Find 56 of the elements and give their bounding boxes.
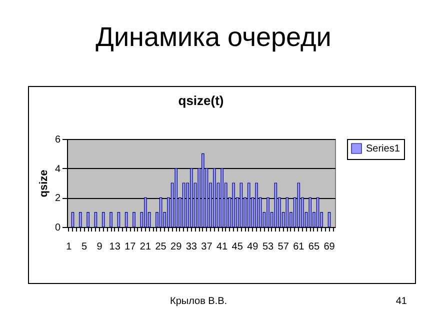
x-tick-label: 17 xyxy=(124,242,136,252)
legend-label: Series1 xyxy=(366,144,400,154)
x-tick-label: 21 xyxy=(140,242,152,252)
bar xyxy=(190,168,193,228)
bar xyxy=(182,182,186,228)
x-tick-label: 57 xyxy=(278,242,290,252)
x-tick-label: 61 xyxy=(293,242,305,252)
bar xyxy=(174,168,178,228)
x-tick-label: 13 xyxy=(109,242,121,252)
x-tick-label: 29 xyxy=(170,242,182,252)
bar xyxy=(255,182,258,228)
y-tick-label: 4 xyxy=(54,164,61,175)
bar xyxy=(159,197,162,228)
x-tick-label: 45 xyxy=(232,242,244,252)
bar xyxy=(247,182,250,228)
bar xyxy=(110,212,112,228)
x-tick-label: 69 xyxy=(324,242,336,252)
x-tick-label: 37 xyxy=(201,242,213,252)
bar xyxy=(213,168,216,228)
y-tick-label: 0 xyxy=(54,222,61,234)
x-tick-label: 33 xyxy=(186,242,198,252)
y-axis-title: qsize xyxy=(38,170,50,198)
bar xyxy=(124,212,128,228)
bar xyxy=(86,212,90,228)
bar xyxy=(240,182,243,228)
bar xyxy=(202,153,204,228)
y-tick-label: 2 xyxy=(54,193,61,204)
bar xyxy=(308,197,312,228)
x-tick-label: 53 xyxy=(262,242,274,252)
bar xyxy=(71,212,74,228)
x-tick-label: 9 xyxy=(96,242,103,252)
chart-title: qsize(t) xyxy=(178,93,224,108)
bar xyxy=(232,182,235,228)
text: Крылов В.В. xyxy=(170,296,228,307)
x-tick-label: 49 xyxy=(247,242,259,252)
text: 41 xyxy=(396,296,407,307)
bar xyxy=(132,212,136,228)
bar xyxy=(297,182,300,228)
x-tick-label: 41 xyxy=(216,242,228,252)
bar xyxy=(316,197,320,228)
bar xyxy=(102,212,105,228)
chart-subtitle: Динамика очереди xyxy=(94,22,332,53)
bar xyxy=(274,182,278,228)
bar xyxy=(144,197,147,228)
x-tick-label: 1 xyxy=(66,242,72,252)
bar xyxy=(117,212,120,228)
bar xyxy=(94,212,98,228)
bar xyxy=(286,197,289,228)
y-tick-label: 6 xyxy=(54,134,61,146)
bar xyxy=(79,212,82,228)
bar xyxy=(220,168,224,228)
x-tick-label: 25 xyxy=(155,242,167,252)
bar xyxy=(328,212,331,228)
x-tick-label: 65 xyxy=(308,242,320,252)
x-tick-label: 5 xyxy=(81,242,88,252)
bar xyxy=(266,197,270,228)
